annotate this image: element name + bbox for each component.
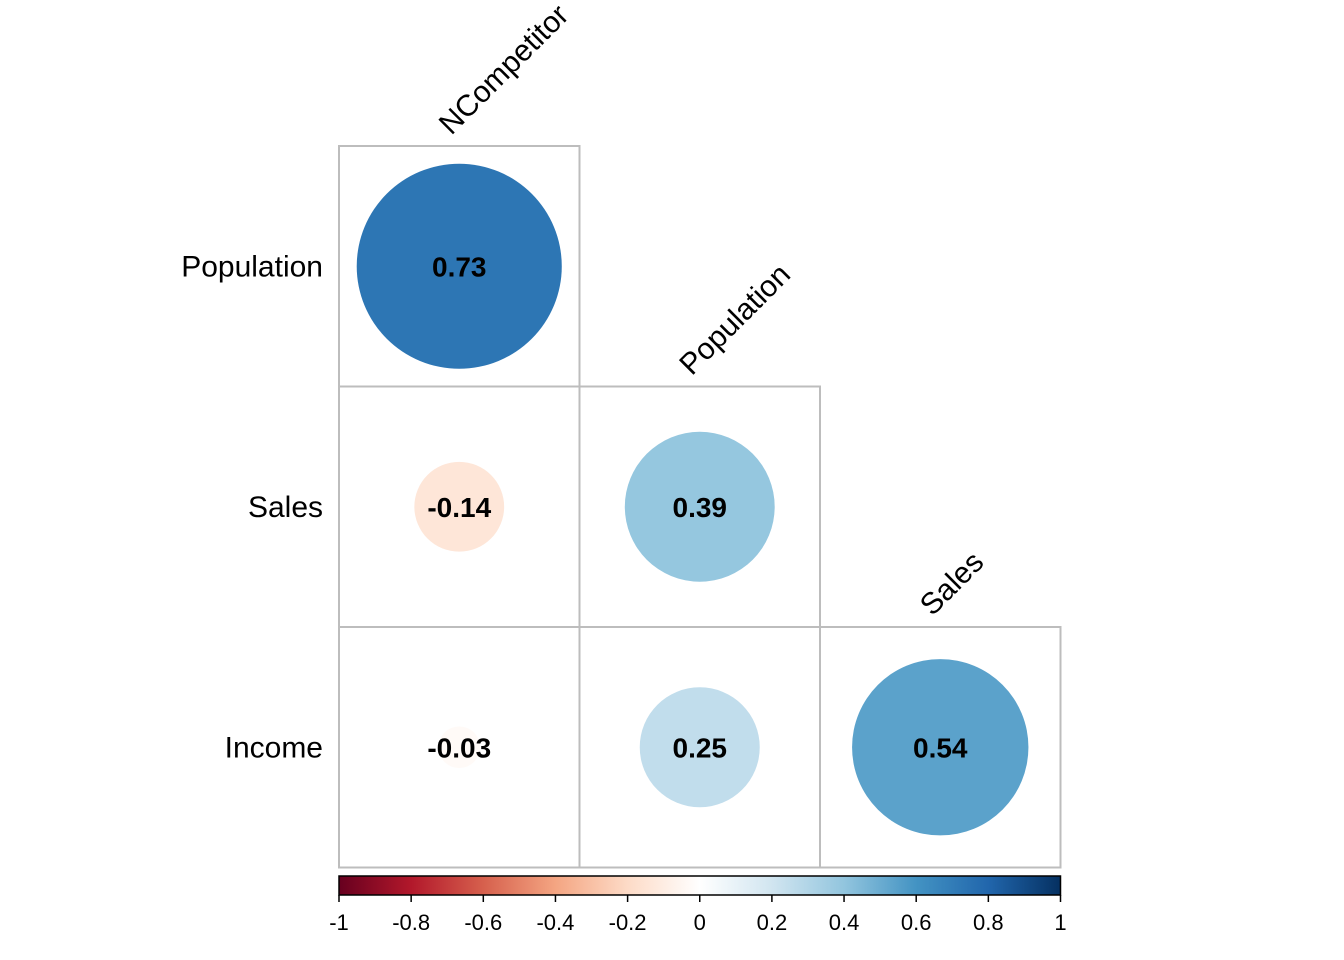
correlation-circle-2-1 [639, 687, 760, 808]
legend-tick-label: 0 [694, 910, 706, 935]
correlation-value-label: -0.14 [427, 492, 491, 523]
legend-tick-label: -1 [329, 910, 349, 935]
correlation-circle-2-2 [852, 659, 1029, 836]
column-label-2: Sales [914, 546, 990, 622]
correlation-value-label: 0.73 [432, 251, 487, 282]
row-label-2: Income [225, 731, 323, 764]
legend-tick-label: 1 [1054, 910, 1066, 935]
row-labels: Population Sales Income [181, 250, 323, 764]
correlation-value-label: 0.39 [673, 492, 728, 523]
legend-tick-label: 0.4 [829, 910, 860, 935]
correlation-value-label: 0.25 [673, 732, 728, 763]
column-label-0: NCompetitor [433, 0, 575, 141]
matrix-cells: 0.73 -0.14 0.39 -0.03 0.25 0.54 [338, 145, 1062, 869]
legend-tick-label: -0.2 [609, 910, 647, 935]
correlation-circle-1-1 [624, 431, 775, 582]
column-label-1: Population [673, 258, 797, 382]
correlation-value-label: -0.03 [427, 732, 491, 763]
row-label-0: Population [181, 250, 323, 283]
legend-tick-label: 0.6 [901, 910, 932, 935]
correlation-circle-1-0 [414, 461, 505, 552]
color-legend: -1 -0.8 -0.6 -0.4 -0.2 0 0.2 0.4 0.6 0.8 1 [329, 875, 1067, 935]
legend-tick-label: -0.4 [536, 910, 574, 935]
color-legend-bar [338, 875, 1062, 896]
correlation-circle-2-0 [438, 726, 481, 769]
legend-tick-label: -0.8 [392, 910, 430, 935]
row-label-1: Sales [248, 491, 323, 524]
legend-tick-label: -0.6 [464, 910, 502, 935]
legend-tick-label: 0.2 [757, 910, 788, 935]
correlation-value-label: 0.54 [913, 732, 968, 763]
matrix-cell-2-2 [819, 626, 1062, 869]
correlation-circle-0-0 [356, 163, 562, 369]
legend-tick-label: 0.8 [973, 910, 1004, 935]
color-legend-ticks: -1 -0.8 -0.6 -0.4 -0.2 0 0.2 0.4 0.6 0.8 1 [329, 895, 1067, 935]
